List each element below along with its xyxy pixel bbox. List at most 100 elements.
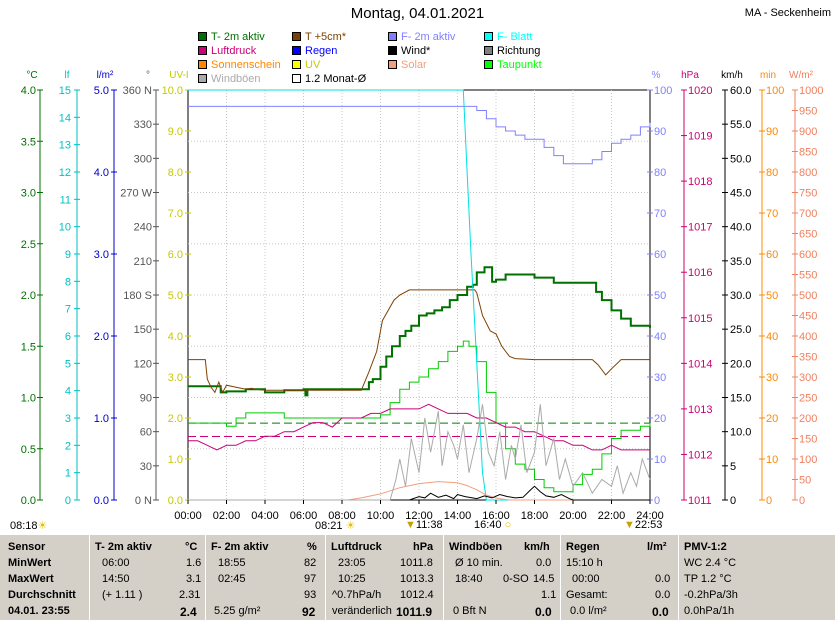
- max-row-label: MaxWert: [8, 573, 54, 585]
- min-tick-label: 80: [766, 167, 778, 179]
- leaf-tick-label: 9: [65, 249, 71, 261]
- hum-max-time: 02:45: [218, 573, 246, 585]
- legend-item: UV: [292, 59, 320, 71]
- min-tick-label: 40: [766, 331, 778, 343]
- uv-tick-label: 2.0: [168, 413, 183, 425]
- leaf-axis-unit: lf: [65, 70, 70, 81]
- dir-tick-label: 60: [140, 427, 152, 439]
- legend-swatch: [388, 32, 397, 41]
- min-row-label: MinWert: [8, 557, 52, 569]
- leaf-tick-label: 2: [65, 440, 71, 452]
- legend-label: Taupunkt: [497, 59, 542, 71]
- press-tick-label: 1011: [688, 495, 712, 507]
- press-tick-label: 1014: [688, 358, 712, 370]
- wind-tick-label: 30.0: [730, 290, 751, 302]
- legend-label: UV: [305, 59, 321, 71]
- hum-tick-label: 100: [654, 85, 672, 97]
- leaf-tick-label: 3: [65, 413, 71, 425]
- x-tick-label: 12:00: [405, 510, 433, 522]
- wind-max-direction: 0-SO: [503, 573, 529, 585]
- solar-tick-label: 600: [799, 249, 817, 261]
- rain-axis-unit: l/m²: [97, 70, 114, 81]
- rain-tick-label: 4.0: [94, 167, 109, 179]
- wind-tick-label: 20.0: [730, 358, 751, 370]
- uv-tick-label: 5.0: [168, 290, 183, 302]
- uv-tick-label: 1.0: [168, 454, 183, 466]
- hum-abs-note: 5.25 g/m²: [214, 605, 261, 617]
- leaf-tick-label: 14: [59, 112, 71, 124]
- x-tick-label: 22:00: [598, 510, 626, 522]
- legend-swatch: [198, 46, 207, 55]
- temp-current: 2.4: [180, 605, 197, 619]
- wind-current: 0.0: [535, 605, 552, 619]
- series-t-5cm-: [188, 289, 650, 394]
- dir-tick-label: 150: [134, 324, 152, 336]
- dir-tick-label: 0 N: [135, 495, 152, 507]
- hum-tick-label: 50: [654, 290, 666, 302]
- temp-tick-label: 1.5: [21, 341, 36, 353]
- press-tick-label: 1016: [688, 267, 712, 279]
- solar-axis-unit: W/m²: [789, 70, 814, 81]
- rain-tick-label: 0.0: [94, 495, 109, 507]
- current-timestamp: 04.01. 23:55: [8, 605, 70, 617]
- legend-label: Luftdruck: [211, 45, 257, 57]
- wind-tick-label: 45.0: [730, 188, 751, 200]
- temp-unit: °C: [185, 541, 198, 553]
- uv-tick-label: 3.0: [168, 372, 183, 384]
- press-tick-label: 1015: [688, 313, 712, 325]
- legend-item: Regen: [292, 45, 337, 57]
- uv-tick-label: 7.0: [168, 208, 183, 220]
- x-tick-label: 02:00: [213, 510, 241, 522]
- press-tick-label: 1013: [688, 404, 712, 416]
- series-f-2m-aktiv: [188, 105, 651, 165]
- legend-item: F- Blatt: [484, 31, 532, 43]
- temp-tick-label: 0.5: [21, 444, 36, 456]
- leaf-tick-label: 1: [65, 468, 71, 480]
- wind-tick-label: 35.0: [730, 256, 751, 268]
- x-tick-label: 18:00: [521, 510, 549, 522]
- hum-avg-value: 93: [304, 589, 317, 601]
- press-header: Luftdruck: [331, 541, 382, 553]
- legend-swatch: [198, 74, 207, 83]
- solar-tick-label: 100: [799, 454, 817, 466]
- temp-axis-unit: °C: [26, 70, 37, 81]
- solar-tick-label: 50: [799, 475, 811, 487]
- legend-label: Solar: [401, 59, 427, 71]
- pmv-pressure-1h: 0.0hPa/1h: [684, 605, 735, 617]
- hum-tick-label: 10: [654, 454, 666, 466]
- press-min-value: 1011.8: [400, 557, 433, 569]
- press-tick-label: 1017: [688, 222, 712, 234]
- dir-tick-label: 270 W: [120, 188, 152, 200]
- pmv-windchill: WC 2.4 °C: [684, 557, 737, 569]
- x-tick-label: 10:00: [367, 510, 395, 522]
- min-tick-label: 10: [766, 454, 778, 466]
- chart-series: [188, 89, 651, 501]
- legend-item: T +5cm*: [292, 31, 346, 43]
- uv-tick-label: 9.0: [168, 126, 183, 138]
- wind-tick-label: 25.0: [730, 324, 751, 336]
- dir-axis-unit: °: [146, 70, 150, 81]
- x-axis-ticks: 00:00 02:00 04:00 06:00 08:00 10:00 12:00 14:00…: [174, 500, 664, 522]
- rain-tick-label: 3.0: [94, 249, 109, 261]
- series-taupunkt: [188, 340, 651, 493]
- x-tick-label: 08:00: [328, 510, 356, 522]
- legend-label: 1.2 Monat-Ø: [305, 73, 367, 85]
- rain-time: 00:00: [572, 573, 600, 585]
- sunset-label: ▼22:53: [624, 519, 663, 531]
- leaf-tick-label: 15: [59, 85, 71, 97]
- uv-tick-label: 8.0: [168, 167, 183, 179]
- solar-tick-label: 900: [799, 126, 817, 138]
- leaf-tick-label: 13: [59, 140, 71, 152]
- legend-item: Windböen: [198, 73, 261, 85]
- series-t-2m-aktiv: [188, 266, 651, 397]
- hum-tick-label: 70: [654, 208, 666, 220]
- press-min-time: 23:05: [338, 557, 366, 569]
- temp-tick-label: 3.5: [21, 136, 36, 148]
- legend-swatch: [484, 32, 493, 41]
- rain-tick-label: 1.0: [94, 413, 109, 425]
- hum-axis-unit: %: [652, 70, 661, 81]
- press-trend-note: ^0.7hPa/h: [332, 589, 382, 601]
- legend-item: Luftdruck: [198, 45, 256, 57]
- legend-swatch: [484, 60, 493, 69]
- leaf-tick-label: 7: [65, 304, 71, 316]
